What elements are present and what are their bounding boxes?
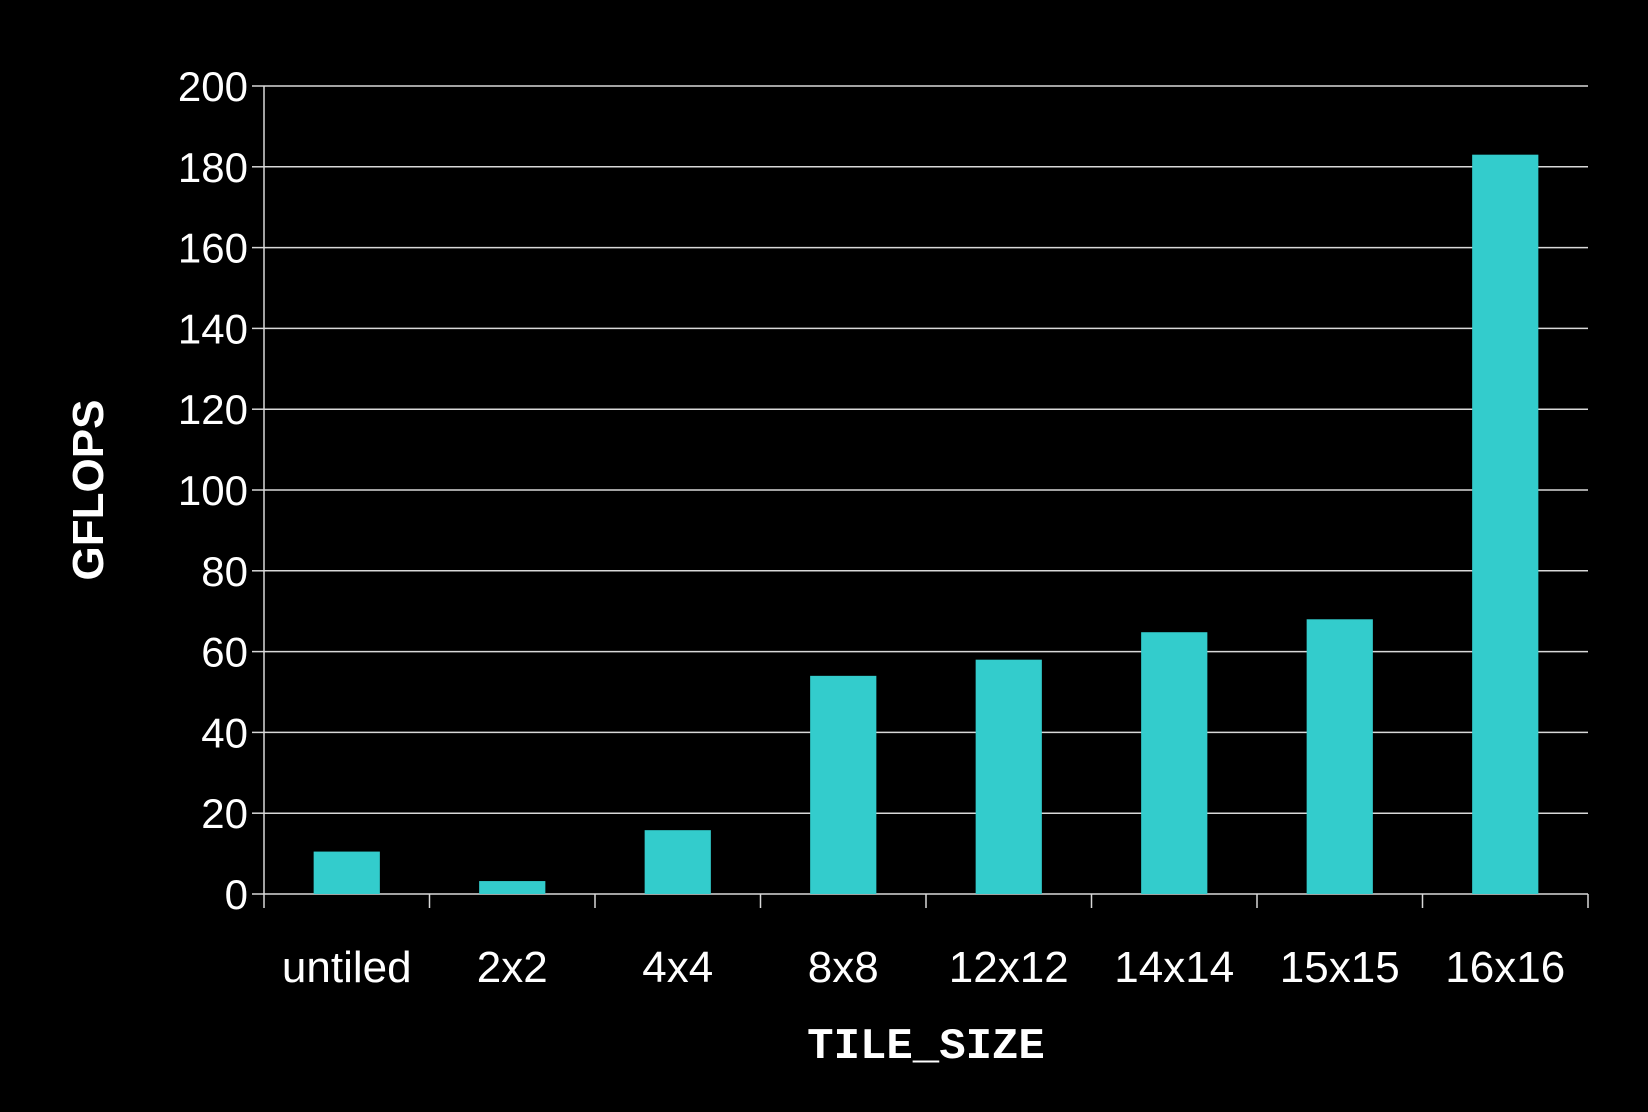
x-tick-label: 15x15 [1280,943,1400,992]
x-tick-label: 14x14 [1114,943,1234,992]
x-axis-title: TILE_SIZE [807,1022,1045,1072]
y-tick-label: 0 [225,871,248,918]
bar-12x12 [975,659,1042,894]
y-tick-label: 20 [201,790,248,837]
x-tick-label: 4x4 [642,943,713,992]
axes [252,85,1589,908]
bar-8x8 [810,675,877,894]
y-axis-title: GFLOPS [64,400,113,581]
y-tick-label: 160 [178,225,248,272]
bar-untiled [313,851,380,894]
bar-15x15 [1306,619,1373,894]
x-tick-label: 2x2 [477,943,548,992]
y-tick-label: 40 [201,709,248,756]
y-tick-label: 140 [178,305,248,352]
bars [313,154,1539,894]
x-tick-label: 12x12 [949,943,1069,992]
x-tick-label: 16x16 [1445,943,1565,992]
y-tick-label: 120 [178,386,248,433]
y-tick-label: 180 [178,144,248,191]
y-tick-label: 80 [201,548,248,595]
y-tick-label: 200 [178,63,248,110]
bar-14x14 [1141,632,1208,894]
bar-16x16 [1472,154,1539,894]
y-tick-label: 100 [178,467,248,514]
gridlines [264,85,1588,814]
bar-4x4 [644,830,711,894]
x-tick-label: untiled [282,943,412,992]
x-tick-label: 8x8 [808,943,879,992]
y-tick-label: 60 [201,629,248,676]
bar-2x2 [479,881,546,894]
tick-labels: 0 20 40 60 80 100 120 140 160 180 200 untiled 2x2 4x4… [178,63,1565,992]
